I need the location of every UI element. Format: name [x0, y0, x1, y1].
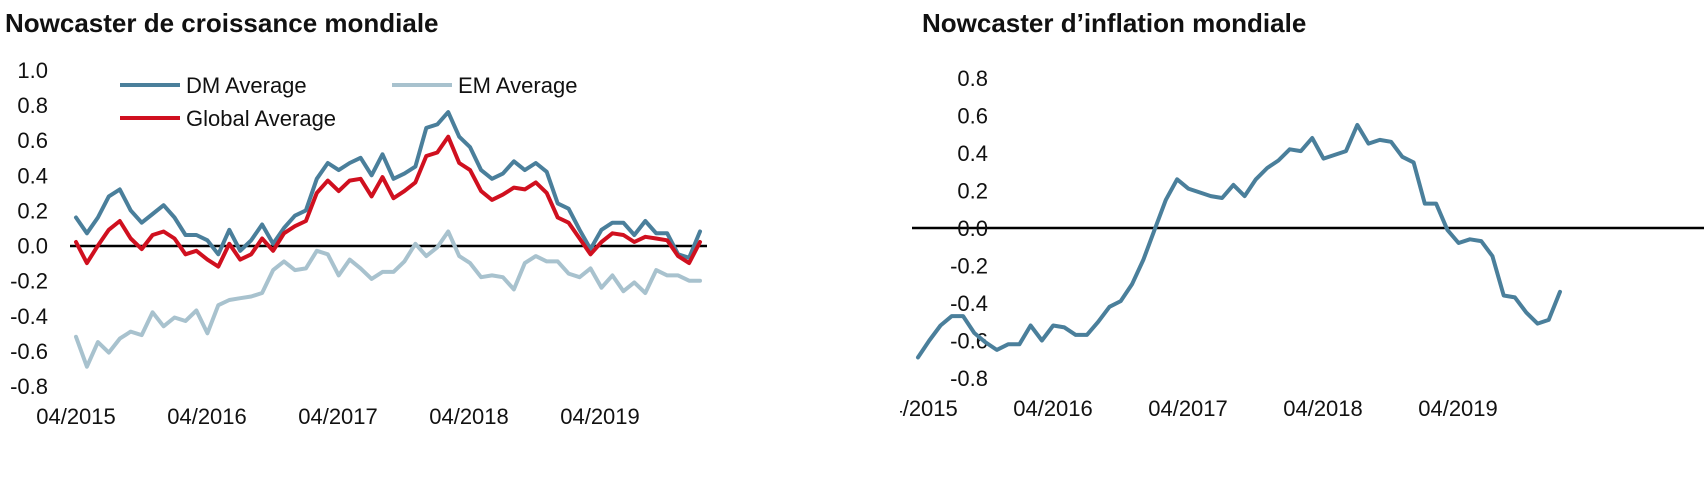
y-tick-label: 0.2 — [17, 198, 48, 223]
legend-item-em-average: EM Average — [392, 73, 577, 98]
chart-title: Nowcaster d’inflation mondiale — [922, 8, 1307, 38]
y-tick-label: 0.6 — [957, 104, 988, 129]
y-tick-label: 0.8 — [957, 66, 988, 91]
growth-nowcaster-panel: Nowcaster de croissance mondiale -0.8 -0.… — [5, 8, 707, 429]
y-tick-label: 0.8 — [17, 93, 48, 118]
x-tick-label: 04/2019 — [1418, 396, 1498, 421]
x-tick-label: 04/2019 — [560, 404, 640, 429]
legend-label: EM Average — [458, 73, 577, 98]
y-tick-label: 0.0 — [17, 234, 48, 259]
x-tick-label: 04/2018 — [429, 404, 509, 429]
y-tick-label: -0.6 — [10, 339, 48, 364]
series-lines — [916, 122, 1562, 360]
inflation-nowcaster-panel: Nowcaster d’inflation mondiale -0.8 -0.6-… — [900, 0, 1704, 479]
y-tick-label: -0.2 — [10, 269, 48, 294]
y-tick-label: -0.8 — [10, 374, 48, 399]
x-tick-label: 04/2016 — [1013, 396, 1093, 421]
y-tick-label: 0.4 — [957, 141, 988, 166]
legend-label: DM Average — [186, 73, 307, 98]
chart-title: Nowcaster de croissance mondiale — [5, 8, 439, 38]
legend-item-dm-average: DM Average — [120, 73, 307, 98]
legend-item-global-average: Global Average — [120, 106, 336, 131]
inflation-nowcaster-chart: -0.8-0.6-0.4-0.20.00.20.40.60.8 04/20150… — [900, 66, 1704, 421]
y-axis: -0.8 -0.6 -0.4 -0.2 0.0 0.2 0.4 0.6 0.8 1.0 — [10, 58, 48, 399]
y-tick-label: 0.6 — [17, 128, 48, 153]
x-tick-label: 04/2018 — [1283, 396, 1363, 421]
x-axis: 04/2015 04/2016 04/2017 04/2018 04/2019 — [36, 404, 640, 429]
growth-nowcaster-chart: -0.8 -0.6 -0.4 -0.2 0.0 0.2 0.4 0.6 0.8 1.0 04/20… — [10, 58, 707, 429]
series-line-series — [916, 122, 1562, 360]
y-tick-label: 0.2 — [957, 179, 988, 204]
y-tick-label: -0.8 — [950, 366, 988, 391]
y-tick-label: -0.2 — [950, 254, 988, 279]
x-tick-label: 04/2015 — [900, 396, 958, 421]
series-line-dm-average — [74, 110, 702, 260]
y-tick-label: -0.4 — [950, 291, 988, 316]
y-tick-label: -0.4 — [10, 304, 48, 329]
series-lines — [74, 110, 702, 369]
y-tick-label: 0.4 — [17, 163, 48, 188]
x-axis: 04/2015 04/2016 04/2017 04/2018 04/2019 — [900, 396, 1498, 421]
x-tick-label: 04/2016 — [167, 404, 247, 429]
y-axis: -0.8-0.6-0.4-0.20.00.20.40.60.8 — [950, 66, 988, 391]
y-tick-label: 0.0 — [957, 216, 988, 241]
x-tick-label: 04/2017 — [1148, 396, 1228, 421]
legend: DM Average EM Average Global Average — [120, 73, 577, 131]
series-line-global-average — [74, 134, 702, 269]
legend-label: Global Average — [186, 106, 336, 131]
x-tick-label: 04/2017 — [298, 404, 378, 429]
x-tick-label: 04/2015 — [36, 404, 116, 429]
y-tick-label: 1.0 — [17, 58, 48, 83]
series-line-em-average — [74, 229, 702, 369]
